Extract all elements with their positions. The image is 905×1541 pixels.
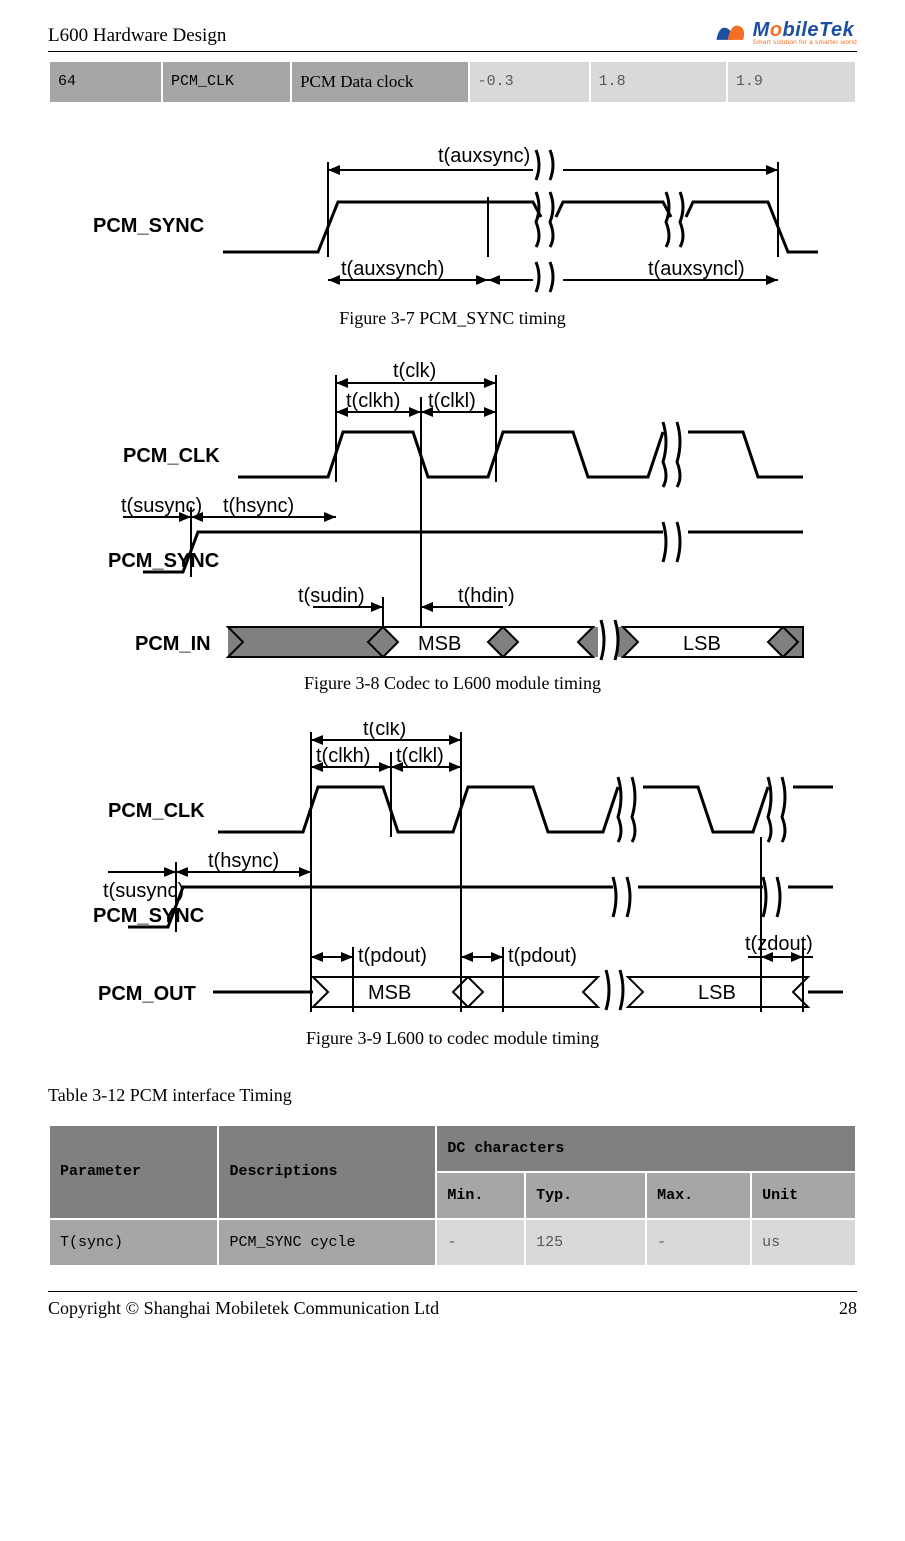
- cell: 1.8: [590, 61, 727, 103]
- logo-char: o: [770, 19, 783, 41]
- timing-label: t(hsync): [223, 495, 294, 517]
- signal-label: PCM_IN: [135, 633, 211, 655]
- timing-label: t(auxsyncl): [648, 258, 745, 280]
- logo-char: bileTek: [783, 19, 855, 41]
- signal-label: PCM_OUT: [98, 983, 196, 1005]
- timing-label: t(clkl): [428, 390, 476, 412]
- figure-3-7: PCM_SYNC t(auxsync) t(auxsynch): [48, 132, 857, 329]
- cell: 1.9: [727, 61, 856, 103]
- signal-label: PCM_CLK: [108, 800, 205, 822]
- timing-label: t(clk): [393, 360, 436, 382]
- timing-table: Parameter Descriptions DC characters Min…: [48, 1124, 857, 1267]
- figure-caption: Figure 3-7 PCM_SYNC timing: [48, 308, 857, 329]
- cell: 125: [525, 1219, 646, 1266]
- cell: PCM_SYNC cycle: [218, 1219, 436, 1266]
- signal-label: PCM_SYNC: [108, 550, 219, 572]
- data-label: MSB: [368, 982, 411, 1004]
- timing-label: t(hdin): [458, 585, 515, 607]
- logo-char: M: [753, 19, 770, 41]
- logo-icon: [713, 21, 749, 45]
- copyright-text: Copyright © Shanghai Mobiletek Communica…: [48, 1298, 439, 1319]
- cell: PCM_CLK: [162, 61, 291, 103]
- timing-label: t(auxsynch): [341, 258, 444, 280]
- cell: 64: [49, 61, 162, 103]
- timing-label: t(zdout): [745, 933, 813, 955]
- header-cell: Typ.: [525, 1172, 646, 1219]
- table-row: 64 PCM_CLK PCM Data clock -0.3 1.8 1.9: [49, 61, 856, 103]
- data-label: LSB: [698, 982, 736, 1004]
- data-label: MSB: [418, 633, 461, 655]
- figure-caption: Figure 3-8 Codec to L600 module timing: [48, 673, 857, 694]
- signal-label: PCM_SYNC: [93, 215, 204, 237]
- figure-3-8: PCM_CLK t(clk) t(clkh) t(clkl) PCM_SYNC: [48, 357, 857, 694]
- timing-label: t(pdout): [508, 945, 577, 967]
- figure-3-9: PCM_CLK t(clk) t(clkh) t(clkl) PCM_SYNC: [48, 722, 857, 1049]
- timing-label: t(clk): [363, 722, 406, 740]
- timing-label: t(clkl): [396, 745, 444, 767]
- page-number: 28: [839, 1298, 857, 1319]
- header-cell: Min.: [436, 1172, 525, 1219]
- signal-label: PCM_CLK: [123, 445, 220, 467]
- header-cell: Parameter: [49, 1125, 218, 1219]
- timing-label: t(pdout): [358, 945, 427, 967]
- signal-label: PCM_SYNC: [93, 905, 204, 927]
- timing-label: t(sudin): [298, 585, 365, 607]
- page-footer: Copyright © Shanghai Mobiletek Communica…: [48, 1291, 857, 1319]
- cell: -: [646, 1219, 751, 1266]
- timing-label: t(susync): [121, 495, 202, 517]
- cell: PCM Data clock: [291, 61, 469, 103]
- header-cell: Descriptions: [218, 1125, 436, 1219]
- timing-label: t(clkh): [346, 390, 400, 412]
- logo-subtitle: Smart solution for a smarter world: [753, 40, 857, 47]
- timing-label: t(hsync): [208, 850, 279, 872]
- timing-label: t(auxsync): [438, 145, 530, 167]
- cell: -0.3: [469, 61, 590, 103]
- timing-label: t(susync): [103, 880, 184, 902]
- data-label: LSB: [683, 633, 721, 655]
- cell: us: [751, 1219, 856, 1266]
- table-row: T(sync) PCM_SYNC cycle - 125 - us: [49, 1219, 856, 1266]
- pin-table: 64 PCM_CLK PCM Data clock -0.3 1.8 1.9: [48, 60, 857, 104]
- header-cell: DC characters: [436, 1125, 856, 1172]
- table-header-row: Parameter Descriptions DC characters: [49, 1125, 856, 1172]
- doc-title: L600 Hardware Design: [48, 25, 226, 47]
- cell: T(sync): [49, 1219, 218, 1266]
- figure-caption: Figure 3-9 L600 to codec module timing: [48, 1028, 857, 1049]
- timing-label: t(clkh): [316, 745, 370, 767]
- header-cell: Max.: [646, 1172, 751, 1219]
- cell: -: [436, 1219, 525, 1266]
- page-header: L600 Hardware Design MobileTek Smart sol…: [48, 20, 857, 52]
- header-cell: Unit: [751, 1172, 856, 1219]
- logo: MobileTek Smart solution for a smarter w…: [713, 20, 857, 47]
- table-title: Table 3-12 PCM interface Timing: [48, 1085, 857, 1106]
